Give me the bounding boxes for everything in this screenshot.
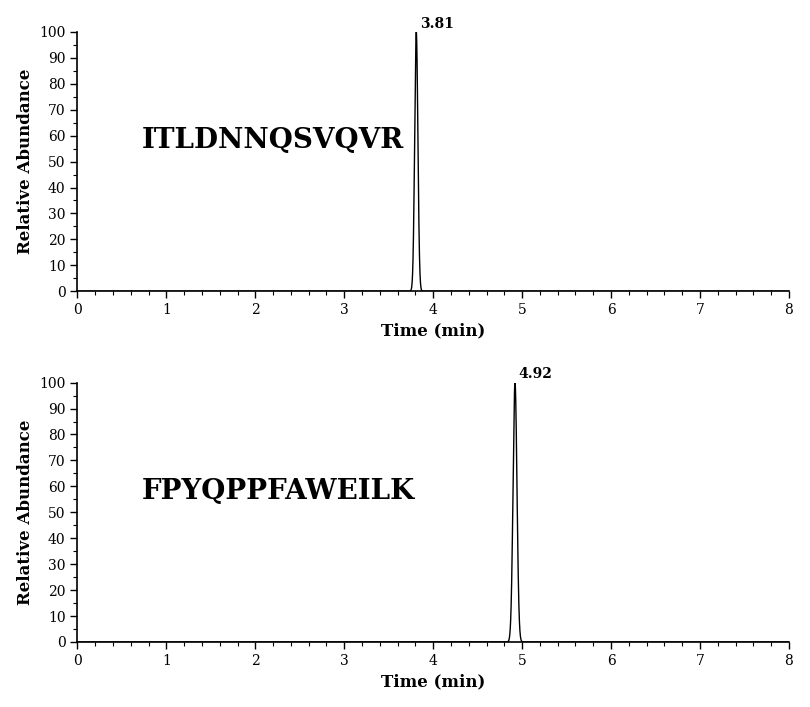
Y-axis label: Relative Abundance: Relative Abundance [17, 69, 34, 255]
Text: ITLDNNQSVQVR: ITLDNNQSVQVR [142, 127, 403, 154]
Text: 3.81: 3.81 [420, 16, 454, 30]
X-axis label: Time (min): Time (min) [381, 673, 485, 690]
Y-axis label: Relative Abundance: Relative Abundance [17, 420, 34, 605]
Text: FPYQPPFAWEILK: FPYQPPFAWEILK [142, 478, 415, 505]
X-axis label: Time (min): Time (min) [381, 322, 485, 339]
Text: 4.92: 4.92 [518, 368, 552, 381]
